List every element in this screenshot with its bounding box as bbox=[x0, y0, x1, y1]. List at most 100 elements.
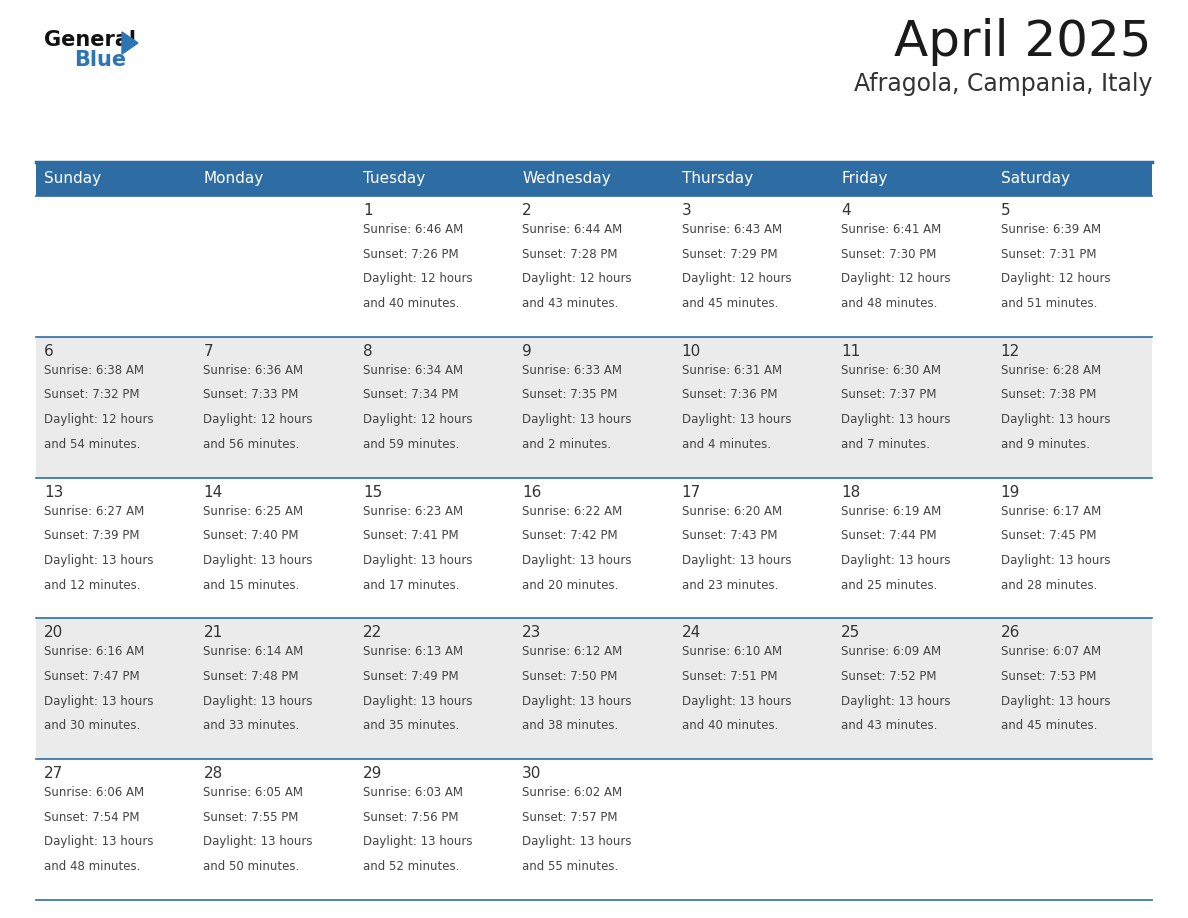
Text: 12: 12 bbox=[1000, 344, 1019, 359]
Text: and 51 minutes.: and 51 minutes. bbox=[1000, 297, 1097, 310]
Polygon shape bbox=[122, 32, 138, 54]
Text: and 45 minutes.: and 45 minutes. bbox=[1000, 720, 1097, 733]
Text: 22: 22 bbox=[362, 625, 383, 641]
Text: 2: 2 bbox=[523, 203, 532, 218]
Text: 15: 15 bbox=[362, 485, 383, 499]
Text: Sunset: 7:42 PM: Sunset: 7:42 PM bbox=[523, 530, 618, 543]
Text: Daylight: 13 hours: Daylight: 13 hours bbox=[362, 695, 473, 708]
Text: and 54 minutes.: and 54 minutes. bbox=[44, 438, 140, 451]
Text: Sunset: 7:30 PM: Sunset: 7:30 PM bbox=[841, 248, 936, 261]
Text: 6: 6 bbox=[44, 344, 53, 359]
Text: 3: 3 bbox=[682, 203, 691, 218]
Text: Daylight: 13 hours: Daylight: 13 hours bbox=[841, 554, 950, 567]
Text: Daylight: 13 hours: Daylight: 13 hours bbox=[1000, 695, 1110, 708]
Text: and 40 minutes.: and 40 minutes. bbox=[362, 297, 460, 310]
Text: Sunrise: 6:12 AM: Sunrise: 6:12 AM bbox=[523, 645, 623, 658]
Text: Sunset: 7:31 PM: Sunset: 7:31 PM bbox=[1000, 248, 1097, 261]
Text: Friday: Friday bbox=[841, 172, 887, 186]
Text: 14: 14 bbox=[203, 485, 222, 499]
Text: 4: 4 bbox=[841, 203, 851, 218]
Text: Daylight: 13 hours: Daylight: 13 hours bbox=[203, 554, 312, 567]
Bar bbox=[36, 337, 1152, 477]
Text: 29: 29 bbox=[362, 767, 383, 781]
Text: Sunset: 7:26 PM: Sunset: 7:26 PM bbox=[362, 248, 459, 261]
Text: 19: 19 bbox=[1000, 485, 1020, 499]
Text: and 2 minutes.: and 2 minutes. bbox=[523, 438, 612, 451]
Text: 26: 26 bbox=[1000, 625, 1020, 641]
Text: Daylight: 12 hours: Daylight: 12 hours bbox=[362, 273, 473, 285]
Text: Sunset: 7:52 PM: Sunset: 7:52 PM bbox=[841, 670, 936, 683]
Text: Sunrise: 6:46 AM: Sunrise: 6:46 AM bbox=[362, 223, 463, 236]
Text: Daylight: 13 hours: Daylight: 13 hours bbox=[203, 835, 312, 848]
Text: Daylight: 13 hours: Daylight: 13 hours bbox=[523, 695, 632, 708]
Text: Sunset: 7:32 PM: Sunset: 7:32 PM bbox=[44, 388, 139, 401]
Bar bbox=[36, 162, 196, 196]
Text: Sunrise: 6:44 AM: Sunrise: 6:44 AM bbox=[523, 223, 623, 236]
Text: and 28 minutes.: and 28 minutes. bbox=[1000, 578, 1097, 591]
Text: Sunrise: 6:14 AM: Sunrise: 6:14 AM bbox=[203, 645, 304, 658]
Text: and 35 minutes.: and 35 minutes. bbox=[362, 720, 459, 733]
Text: Sunset: 7:43 PM: Sunset: 7:43 PM bbox=[682, 530, 777, 543]
Text: Sunset: 7:29 PM: Sunset: 7:29 PM bbox=[682, 248, 777, 261]
Text: Sunday: Sunday bbox=[44, 172, 101, 186]
Text: Daylight: 13 hours: Daylight: 13 hours bbox=[523, 835, 632, 848]
Text: Sunset: 7:57 PM: Sunset: 7:57 PM bbox=[523, 811, 618, 823]
Text: Sunrise: 6:16 AM: Sunrise: 6:16 AM bbox=[44, 645, 144, 658]
Text: Sunset: 7:28 PM: Sunset: 7:28 PM bbox=[523, 248, 618, 261]
Text: and 20 minutes.: and 20 minutes. bbox=[523, 578, 619, 591]
Text: Daylight: 12 hours: Daylight: 12 hours bbox=[44, 413, 153, 426]
Text: Sunset: 7:47 PM: Sunset: 7:47 PM bbox=[44, 670, 140, 683]
Text: Wednesday: Wednesday bbox=[523, 172, 611, 186]
Text: Sunset: 7:41 PM: Sunset: 7:41 PM bbox=[362, 530, 459, 543]
Text: Daylight: 13 hours: Daylight: 13 hours bbox=[841, 695, 950, 708]
Text: Sunset: 7:36 PM: Sunset: 7:36 PM bbox=[682, 388, 777, 401]
Text: Daylight: 13 hours: Daylight: 13 hours bbox=[523, 413, 632, 426]
Bar bbox=[196, 162, 355, 196]
Text: and 38 minutes.: and 38 minutes. bbox=[523, 720, 619, 733]
Text: and 50 minutes.: and 50 minutes. bbox=[203, 860, 299, 873]
Text: Sunrise: 6:39 AM: Sunrise: 6:39 AM bbox=[1000, 223, 1101, 236]
Text: Daylight: 13 hours: Daylight: 13 hours bbox=[44, 554, 153, 567]
Text: Daylight: 13 hours: Daylight: 13 hours bbox=[841, 413, 950, 426]
Text: Sunrise: 6:27 AM: Sunrise: 6:27 AM bbox=[44, 505, 144, 518]
Text: Daylight: 13 hours: Daylight: 13 hours bbox=[682, 413, 791, 426]
Text: and 48 minutes.: and 48 minutes. bbox=[841, 297, 937, 310]
Text: Sunrise: 6:41 AM: Sunrise: 6:41 AM bbox=[841, 223, 941, 236]
Text: Sunset: 7:56 PM: Sunset: 7:56 PM bbox=[362, 811, 459, 823]
Text: and 12 minutes.: and 12 minutes. bbox=[44, 578, 140, 591]
Text: Sunrise: 6:25 AM: Sunrise: 6:25 AM bbox=[203, 505, 304, 518]
Bar bbox=[36, 619, 1152, 759]
Text: Sunset: 7:48 PM: Sunset: 7:48 PM bbox=[203, 670, 299, 683]
Text: 13: 13 bbox=[44, 485, 63, 499]
Text: Daylight: 13 hours: Daylight: 13 hours bbox=[1000, 554, 1110, 567]
Text: Daylight: 12 hours: Daylight: 12 hours bbox=[1000, 273, 1111, 285]
Text: Sunrise: 6:36 AM: Sunrise: 6:36 AM bbox=[203, 364, 304, 376]
Text: General: General bbox=[44, 30, 135, 50]
Text: Sunset: 7:38 PM: Sunset: 7:38 PM bbox=[1000, 388, 1097, 401]
Text: Sunset: 7:40 PM: Sunset: 7:40 PM bbox=[203, 530, 299, 543]
Text: Daylight: 13 hours: Daylight: 13 hours bbox=[682, 554, 791, 567]
Text: Sunset: 7:51 PM: Sunset: 7:51 PM bbox=[682, 670, 777, 683]
Text: Sunrise: 6:09 AM: Sunrise: 6:09 AM bbox=[841, 645, 941, 658]
Text: Sunrise: 6:28 AM: Sunrise: 6:28 AM bbox=[1000, 364, 1101, 376]
Text: Sunrise: 6:43 AM: Sunrise: 6:43 AM bbox=[682, 223, 782, 236]
Text: Tuesday: Tuesday bbox=[362, 172, 425, 186]
Bar bbox=[36, 477, 1152, 619]
Text: and 59 minutes.: and 59 minutes. bbox=[362, 438, 460, 451]
Text: Saturday: Saturday bbox=[1000, 172, 1069, 186]
Text: Daylight: 13 hours: Daylight: 13 hours bbox=[44, 835, 153, 848]
Text: and 56 minutes.: and 56 minutes. bbox=[203, 438, 299, 451]
Text: Daylight: 12 hours: Daylight: 12 hours bbox=[362, 413, 473, 426]
Text: and 7 minutes.: and 7 minutes. bbox=[841, 438, 930, 451]
Text: 28: 28 bbox=[203, 767, 222, 781]
Text: and 30 minutes.: and 30 minutes. bbox=[44, 720, 140, 733]
Bar bbox=[36, 759, 1152, 900]
Text: and 43 minutes.: and 43 minutes. bbox=[841, 720, 937, 733]
Text: 8: 8 bbox=[362, 344, 373, 359]
Text: 18: 18 bbox=[841, 485, 860, 499]
Text: and 52 minutes.: and 52 minutes. bbox=[362, 860, 460, 873]
Text: 10: 10 bbox=[682, 344, 701, 359]
Text: and 48 minutes.: and 48 minutes. bbox=[44, 860, 140, 873]
Text: Sunset: 7:34 PM: Sunset: 7:34 PM bbox=[362, 388, 459, 401]
Text: 21: 21 bbox=[203, 625, 222, 641]
